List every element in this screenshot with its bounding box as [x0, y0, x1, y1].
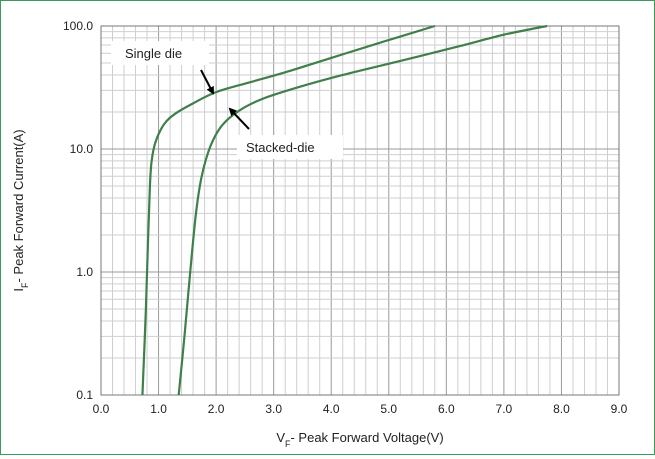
- annotation-label: Stacked-die: [246, 140, 315, 155]
- x-tick-label: 6.0: [438, 402, 455, 416]
- x-tick-label: 5.0: [380, 402, 397, 416]
- x-tick-label: 8.0: [553, 402, 570, 416]
- series-line-stacked-die: [177, 24, 548, 396]
- tick-labels: 0.0 1.0 2.0 3.0 4.0 5.0 6.0 7.0 8.0 9.0 0.1 1.0 10.0…: [63, 19, 628, 416]
- annotation-box: [111, 41, 209, 65]
- y-tick-label: 0.1: [76, 388, 93, 402]
- annotation-box: [237, 135, 343, 159]
- x-tick-label: 2.0: [208, 402, 225, 416]
- x-tick-label: 7.0: [496, 402, 513, 416]
- annotation-arrow: [228, 107, 250, 130]
- x-tick-label: 9.0: [611, 402, 628, 416]
- x-axis-title: VF- Peak Forward Voltage(V): [276, 430, 443, 449]
- annotation-label: Single die: [125, 46, 182, 61]
- annotations: Single die Stacked-die: [111, 41, 343, 159]
- x-tick-label: 0.0: [93, 402, 110, 416]
- series-group: [141, 24, 548, 396]
- grid: [100, 26, 620, 396]
- x-tick-label: 3.0: [265, 402, 282, 416]
- y-tick-label: 10.0: [70, 142, 94, 156]
- y-tick-label: 100.0: [63, 19, 93, 33]
- x-tick-label: 1.0: [150, 402, 167, 416]
- series-line-single-die: [141, 24, 436, 396]
- y-axis-title: IF- Peak Forward Current(A): [11, 129, 30, 291]
- plot-border: [100, 25, 620, 396]
- x-tick-label: 4.0: [323, 402, 340, 416]
- y-tick-label: 1.0: [76, 265, 93, 279]
- annotation-arrow: [200, 69, 214, 95]
